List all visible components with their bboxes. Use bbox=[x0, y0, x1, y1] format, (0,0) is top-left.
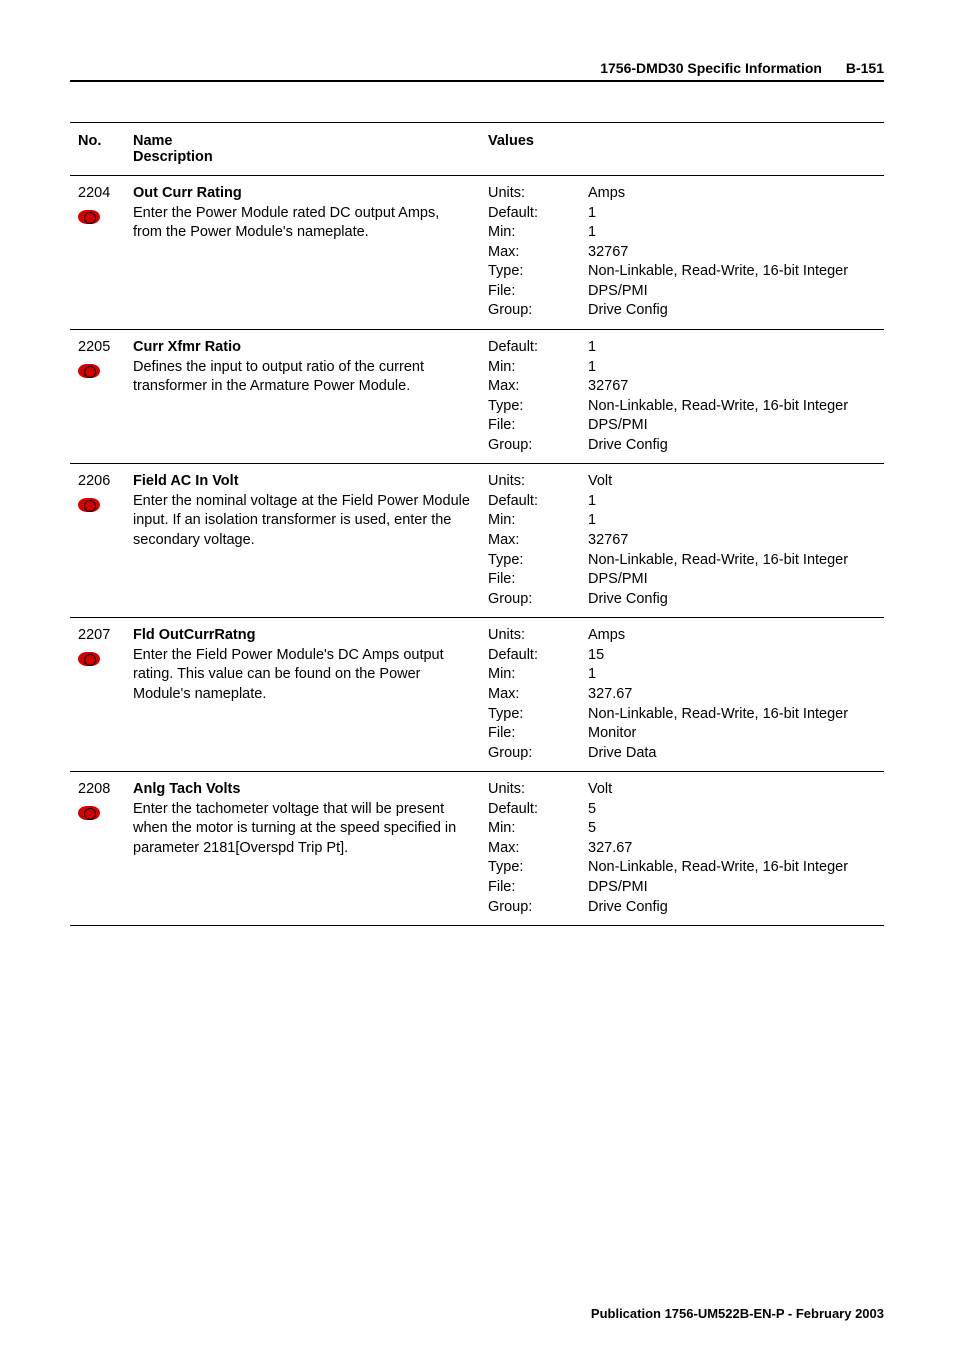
cell-no: 2206 bbox=[70, 464, 125, 618]
cell-name-desc: Fld OutCurrRatng Enter the Field Power Mo… bbox=[125, 618, 480, 772]
cell-value-values: Amps 1 1 32767 Non-Linkable, Read-Write,… bbox=[580, 176, 884, 330]
col-header-no: No. bbox=[70, 123, 125, 176]
parameter-table: No. Name Description Values 2204 Out Curr… bbox=[70, 122, 884, 926]
table-row: 2206 Field AC In Volt Enter the nominal vo… bbox=[70, 464, 884, 618]
eye-icon bbox=[78, 210, 100, 224]
eye-icon bbox=[78, 498, 100, 512]
table-row: 2204 Out Curr Rating Enter the Power Modul… bbox=[70, 176, 884, 330]
cell-no: 2207 bbox=[70, 618, 125, 772]
eye-icon bbox=[78, 652, 100, 666]
param-number: 2204 bbox=[78, 184, 110, 204]
col-header-name-line1: Name bbox=[133, 133, 173, 149]
param-number: 2208 bbox=[78, 780, 110, 800]
cell-value-labels: Default: Min: Max: Type: File: Group: bbox=[480, 329, 580, 463]
param-name: Field AC In Volt bbox=[133, 473, 239, 489]
param-description: Enter the Field Power Module's DC Amps o… bbox=[133, 647, 444, 702]
table-header-row: No. Name Description Values bbox=[70, 123, 884, 176]
col-header-name-line2: Description bbox=[133, 149, 213, 165]
param-description: Defines the input to output ratio of the… bbox=[133, 359, 424, 395]
col-header-values: Values bbox=[480, 123, 884, 176]
param-description: Enter the Power Module rated DC output A… bbox=[133, 205, 439, 241]
cell-value-values: 1 1 32767 Non-Linkable, Read-Write, 16-b… bbox=[580, 329, 884, 463]
cell-no: 2205 bbox=[70, 329, 125, 463]
param-name: Curr Xfmr Ratio bbox=[133, 339, 241, 355]
param-number: 2206 bbox=[78, 472, 110, 492]
cell-name-desc: Field AC In Volt Enter the nominal voltag… bbox=[125, 464, 480, 618]
param-number: 2205 bbox=[78, 338, 110, 358]
param-description: Enter the tachometer voltage that will b… bbox=[133, 801, 456, 856]
cell-no: 2208 bbox=[70, 772, 125, 926]
param-name: Out Curr Rating bbox=[133, 185, 242, 201]
cell-name-desc: Curr Xfmr Ratio Defines the input to outp… bbox=[125, 329, 480, 463]
param-number: 2207 bbox=[78, 626, 110, 646]
cell-name-desc: Anlg Tach Volts Enter the tachometer volt… bbox=[125, 772, 480, 926]
header-page-num: B-151 bbox=[846, 60, 884, 76]
table-row: 2208 Anlg Tach Volts Enter the tachometer … bbox=[70, 772, 884, 926]
eye-icon bbox=[78, 364, 100, 378]
cell-name-desc: Out Curr Rating Enter the Power Module ra… bbox=[125, 176, 480, 330]
cell-value-labels: Units: Default: Min: Max: Type: File: Gr… bbox=[480, 772, 580, 926]
cell-value-labels: Units: Default: Min: Max: Type: File: Gr… bbox=[480, 176, 580, 330]
cell-no: 2204 bbox=[70, 176, 125, 330]
param-name: Fld OutCurrRatng bbox=[133, 627, 255, 643]
cell-value-values: Volt 5 5 327.67 Non-Linkable, Read-Write… bbox=[580, 772, 884, 926]
cell-value-values: Amps 15 1 327.67 Non-Linkable, Read-Writ… bbox=[580, 618, 884, 772]
param-name: Anlg Tach Volts bbox=[133, 781, 240, 797]
cell-value-labels: Units: Default: Min: Max: Type: File: Gr… bbox=[480, 618, 580, 772]
cell-value-labels: Units: Default: Min: Max: Type: File: Gr… bbox=[480, 464, 580, 618]
page-header: 1756-DMD30 Specific Information B-151 bbox=[70, 60, 884, 82]
page-footer: Publication 1756-UM522B-EN-P - February … bbox=[70, 1306, 884, 1321]
col-header-name: Name Description bbox=[125, 123, 480, 176]
param-description: Enter the nominal voltage at the Field P… bbox=[133, 493, 470, 548]
header-title: 1756-DMD30 Specific Information bbox=[600, 60, 822, 76]
table-row: 2207 Fld OutCurrRatng Enter the Field Powe… bbox=[70, 618, 884, 772]
eye-icon bbox=[78, 806, 100, 820]
cell-value-values: Volt 1 1 32767 Non-Linkable, Read-Write,… bbox=[580, 464, 884, 618]
table-row: 2205 Curr Xfmr Ratio Defines the input to … bbox=[70, 329, 884, 463]
